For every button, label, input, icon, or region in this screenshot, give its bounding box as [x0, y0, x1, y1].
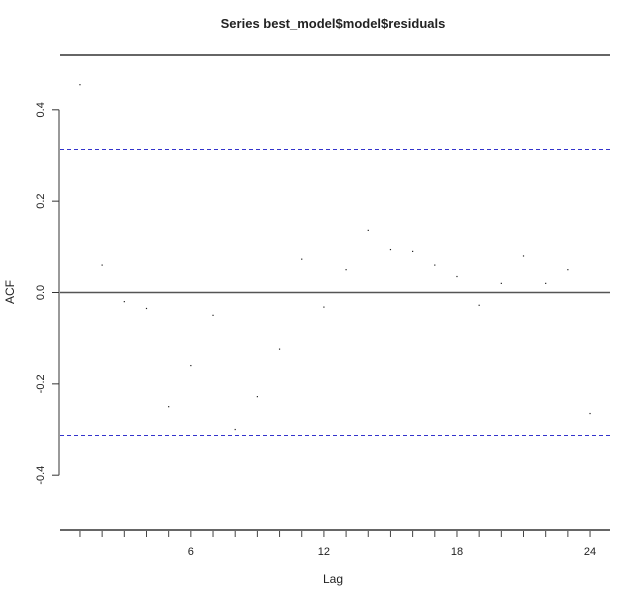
acf-point: [367, 229, 369, 231]
acf-point: [256, 396, 258, 398]
acf-point: [434, 264, 436, 266]
acf-point: [212, 314, 214, 316]
chart-title: Series best_model$model$residuals: [221, 16, 446, 31]
acf-point: [412, 250, 414, 252]
acf-point: [278, 348, 281, 350]
acf-point: [545, 282, 547, 284]
acf-point: [389, 248, 392, 251]
acf-marks: [60, 84, 610, 436]
y-tick-label: -0.2: [35, 374, 47, 393]
y-tick-label: 0.0: [35, 285, 47, 300]
acf-point: [301, 258, 303, 260]
y-tick-label: 0.2: [35, 194, 47, 209]
acf-point: [190, 364, 192, 367]
acf-point: [567, 269, 569, 271]
x-tick-label: 12: [318, 546, 330, 558]
acf-point: [589, 412, 591, 415]
y-tick-label: 0.4: [35, 102, 47, 117]
x-axis-label: Lag: [323, 572, 343, 586]
x-axis: 6 12 18 24: [79, 531, 596, 558]
x-tick-label: 6: [188, 546, 194, 558]
acf-point: [145, 307, 148, 310]
acf-point: [234, 428, 236, 431]
acf-point: [79, 84, 81, 86]
acf-point: [323, 306, 325, 308]
acf-point: [345, 269, 347, 271]
x-tick-label: 18: [451, 546, 463, 558]
y-tick-label: -0.4: [35, 466, 47, 485]
acf-point: [500, 282, 502, 284]
y-axis-label: ACF: [3, 280, 17, 304]
y-axis: -0.4 -0.2 0.0 0.2 0.4: [35, 102, 60, 485]
acf-point: [101, 264, 103, 266]
x-tick-label: 24: [584, 546, 596, 558]
acf-point: [123, 301, 125, 303]
acf-point: [456, 275, 458, 278]
acf-point: [168, 406, 170, 408]
acf-point: [522, 255, 525, 257]
acf-point: [478, 304, 480, 306]
